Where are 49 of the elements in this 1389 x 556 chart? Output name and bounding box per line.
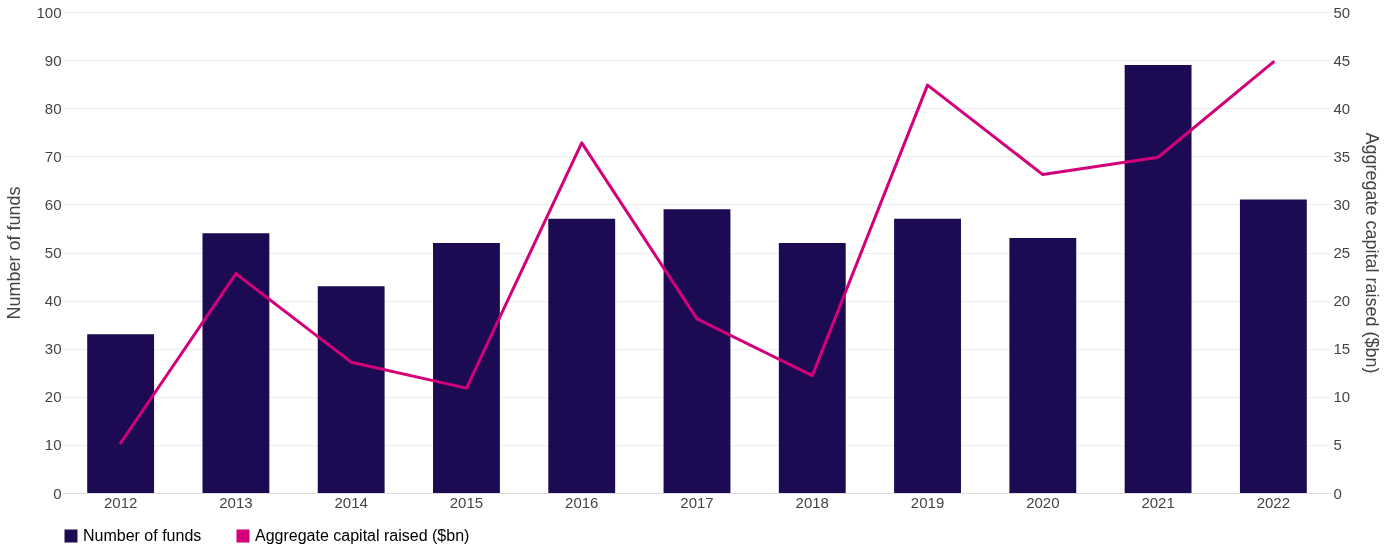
x-tick-label: 2018 — [795, 493, 829, 511]
y2-tick-label: 45 — [1333, 51, 1351, 69]
y-tick-label: 40 — [44, 292, 62, 310]
bar — [1009, 238, 1077, 493]
legend-label: Aggregate capital raised ($bn) — [255, 527, 470, 544]
y-tick-label: 60 — [44, 195, 62, 213]
bar — [1239, 199, 1307, 493]
x-tick-label: 2019 — [910, 493, 945, 511]
y2-tick-label: 15 — [1333, 340, 1351, 358]
y2-tick-label: 50 — [1333, 3, 1351, 21]
bar — [1124, 64, 1192, 493]
y2-tick-label: 35 — [1333, 147, 1351, 165]
x-tick-label: 2021 — [1141, 493, 1175, 511]
x-tick-label: 2015 — [449, 493, 484, 511]
bar — [663, 209, 731, 493]
bar — [548, 218, 616, 493]
y-tick-label: 80 — [44, 99, 62, 117]
y-tick-label: 10 — [44, 436, 62, 454]
y2-tick-label: 40 — [1333, 99, 1351, 117]
y-tick-label: 50 — [44, 244, 62, 261]
x-tick-label: 2014 — [334, 493, 368, 511]
bar — [433, 242, 500, 493]
y-tick-label: 30 — [44, 340, 62, 358]
y-tick-label: 100 — [36, 3, 62, 21]
y2-tick-label: 10 — [1333, 388, 1351, 406]
y-tick-label: 0 — [53, 484, 62, 502]
bar — [778, 242, 846, 493]
y2-tick-label: 0 — [1333, 484, 1342, 502]
y-axis-title: Number of funds — [4, 186, 25, 320]
y2-tick-label: 20 — [1333, 292, 1351, 310]
x-tick-label: 2013 — [219, 493, 253, 511]
x-tick-label: 2020 — [1026, 493, 1060, 511]
y2-tick-label: 5 — [1333, 436, 1342, 454]
x-tick-label: 2017 — [680, 493, 714, 511]
y2-tick-label: 25 — [1333, 244, 1351, 261]
x-tick-label: 2022 — [1256, 493, 1291, 511]
y-tick-label: 90 — [44, 51, 62, 69]
line-series — [119, 60, 1275, 445]
bar — [87, 334, 155, 493]
bar — [202, 233, 270, 493]
y-tick-label: 70 — [44, 147, 62, 165]
bar — [317, 286, 385, 493]
y-tick-label: 20 — [44, 388, 62, 406]
bar — [894, 218, 961, 493]
y2-tick-label: 30 — [1333, 195, 1351, 213]
legend-label: Number of funds — [83, 527, 202, 544]
y2-axis-title: Aggregate capital raised ($bn) — [1362, 132, 1383, 374]
x-tick-label: 2016 — [565, 493, 599, 511]
x-tick-label: 2012 — [103, 493, 138, 511]
